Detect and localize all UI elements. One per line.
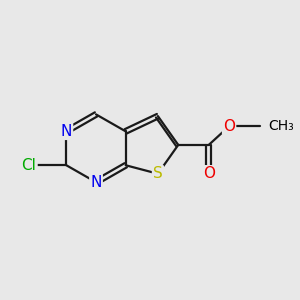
Text: CH₃: CH₃ [268,119,294,133]
Text: N: N [61,124,72,139]
Text: O: O [223,119,235,134]
Text: Cl: Cl [22,158,37,173]
Text: N: N [90,175,102,190]
Text: S: S [153,166,163,181]
Text: O: O [203,166,215,181]
